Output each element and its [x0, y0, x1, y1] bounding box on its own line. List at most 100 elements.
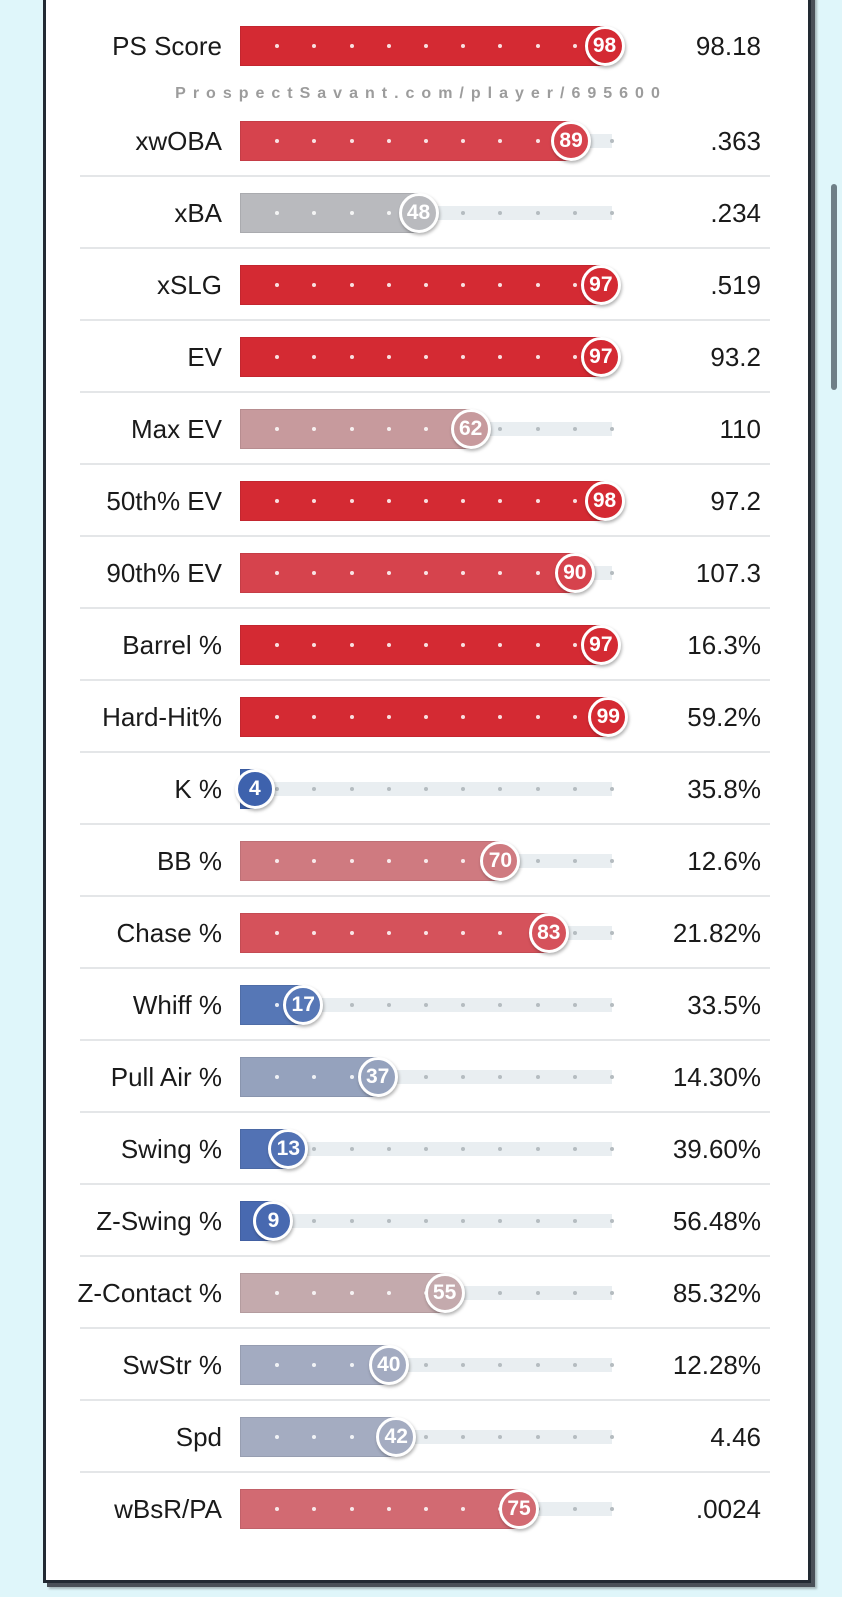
percentile-bar	[240, 553, 575, 593]
tick-dot	[610, 1363, 614, 1367]
tick-dot	[312, 1219, 317, 1223]
percentile-bar	[240, 193, 419, 233]
tick-dot	[349, 139, 354, 143]
percentile-knob: 70	[480, 841, 521, 881]
metric-label: Z-Contact %	[77, 1278, 223, 1308]
tick-dot	[312, 643, 317, 647]
percentile-bar	[240, 481, 605, 521]
row-divider	[80, 1255, 770, 1257]
percentile-knob: 97	[580, 625, 621, 665]
tick-dot	[386, 1219, 391, 1223]
tick-dot	[312, 931, 317, 935]
tick-dot	[386, 1291, 391, 1295]
tick-dot	[535, 859, 540, 863]
tick-dot	[572, 1435, 577, 1439]
metric-row: Spd 42 4.46	[0, 1399, 842, 1473]
tick-dot	[461, 1147, 466, 1151]
percentile-knob: 42	[376, 1417, 417, 1457]
tick-dot	[424, 931, 428, 935]
percentile-knob: 98	[584, 26, 625, 66]
tick-dot	[275, 499, 280, 503]
metric-label: xSLG	[156, 270, 222, 300]
tick-dot	[610, 859, 614, 863]
tick-dot	[275, 571, 280, 575]
row-divider	[80, 1327, 770, 1329]
tick-dot	[386, 283, 391, 287]
tick-dot	[275, 355, 280, 359]
tick-dot	[535, 1219, 540, 1223]
tick-dot	[349, 1003, 354, 1007]
tick-dot	[312, 427, 317, 431]
metric-value: 97.2	[710, 486, 761, 516]
tick-dot	[349, 1507, 354, 1511]
metric-row: Z-Contact % 55 85.32%	[0, 1255, 842, 1329]
tick-dot	[349, 1363, 354, 1367]
tick-dot	[610, 787, 614, 791]
metric-row: Barrel % 97 16.3%	[0, 607, 842, 681]
tick-dot	[535, 1291, 540, 1295]
tick-dot	[498, 1435, 503, 1439]
metric-value: 56.48%	[672, 1206, 761, 1236]
tick-dot	[349, 1147, 354, 1151]
metric-label: Barrel %	[122, 630, 222, 660]
tick-dot	[461, 715, 466, 719]
metric-value: 21.82%	[672, 918, 761, 948]
tick-dot	[572, 1507, 577, 1511]
tick-dot	[498, 1003, 503, 1007]
tick-dot	[498, 1075, 503, 1079]
tick-dot	[572, 787, 577, 791]
metric-label: Swing %	[120, 1134, 222, 1164]
tick-dot	[461, 1219, 466, 1223]
tick-dot	[275, 715, 280, 719]
tick-dot	[386, 787, 391, 791]
metric-value: 85.32%	[672, 1278, 761, 1308]
percentile-knob: 97	[580, 337, 621, 377]
scrollbar[interactable]	[831, 184, 837, 390]
tick-dot	[572, 643, 577, 647]
tick-dot	[386, 427, 391, 431]
row-divider	[80, 751, 770, 753]
percentile-bar	[240, 121, 572, 161]
metric-row: BB % 70 12.6%	[0, 823, 842, 897]
tick-dot	[349, 715, 354, 719]
percentile-knob: 75	[499, 1489, 539, 1529]
tick-dot	[610, 1219, 614, 1223]
tick-dot	[349, 1075, 354, 1079]
metric-label: PS Score	[112, 31, 222, 61]
tick-dot	[424, 859, 428, 863]
tick-dot	[312, 859, 317, 863]
tick-dot	[424, 1147, 428, 1151]
tick-dot	[498, 44, 503, 48]
tick-dot	[498, 1147, 503, 1151]
tick-dot	[275, 1291, 280, 1295]
row-divider	[80, 1471, 770, 1473]
tick-dot	[424, 1363, 428, 1367]
tick-dot	[312, 1435, 317, 1439]
row-divider	[80, 1183, 770, 1185]
percentile-knob: 9	[253, 1201, 294, 1241]
tick-dot	[461, 643, 466, 647]
tick-dot	[610, 1075, 614, 1079]
percentile-bar	[240, 1273, 445, 1313]
metric-value: 4.46	[710, 1422, 761, 1452]
metric-label: Hard-Hit%	[102, 702, 222, 732]
tick-dot	[386, 211, 391, 215]
tick-dot	[535, 1363, 540, 1367]
tick-dot	[498, 283, 503, 287]
tick-dot	[349, 643, 354, 647]
tick-dot	[349, 283, 354, 287]
tick-dot	[349, 1435, 354, 1439]
metric-label: wBsR/PA	[114, 1494, 222, 1524]
metric-value: 12.6%	[687, 846, 761, 876]
metric-value: .363	[710, 126, 761, 156]
percentile-knob: 55	[424, 1273, 465, 1313]
tick-dot	[610, 1507, 614, 1511]
tick-dot	[275, 859, 280, 863]
tick-dot	[610, 427, 614, 431]
tick-dot	[349, 1219, 354, 1223]
tick-dot	[498, 571, 503, 575]
tick-dot	[610, 139, 614, 143]
tick-dot	[461, 787, 466, 791]
percentile-bar	[240, 26, 605, 66]
tick-dot	[386, 715, 391, 719]
